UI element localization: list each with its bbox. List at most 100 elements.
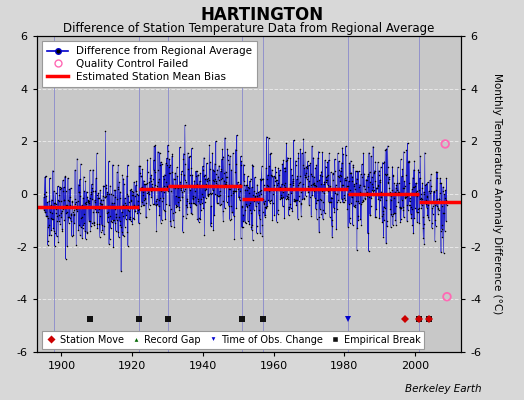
Point bbox=[201, 176, 210, 182]
Point bbox=[41, 208, 49, 215]
Point bbox=[330, 208, 339, 215]
Point bbox=[277, 194, 285, 200]
Point bbox=[231, 169, 239, 176]
Point bbox=[256, 188, 264, 194]
Point bbox=[45, 232, 53, 238]
Point bbox=[87, 223, 95, 230]
Point bbox=[216, 202, 224, 209]
Point bbox=[237, 235, 245, 242]
Point bbox=[343, 174, 352, 180]
Point bbox=[373, 184, 381, 191]
Point bbox=[264, 183, 272, 190]
Point bbox=[135, 220, 143, 226]
Point bbox=[78, 202, 86, 208]
Point bbox=[342, 143, 350, 150]
Point bbox=[297, 189, 305, 196]
Point bbox=[234, 194, 243, 201]
Point bbox=[141, 181, 150, 187]
Point bbox=[83, 198, 92, 204]
Point bbox=[274, 165, 282, 171]
Point bbox=[82, 200, 90, 207]
Point bbox=[355, 184, 364, 190]
Point bbox=[262, 165, 270, 171]
Point bbox=[103, 210, 111, 216]
Point bbox=[237, 158, 246, 165]
Point bbox=[416, 205, 424, 211]
Point bbox=[333, 150, 342, 156]
Point bbox=[342, 152, 350, 158]
Point bbox=[319, 186, 328, 193]
Point bbox=[288, 186, 296, 193]
Point bbox=[235, 197, 244, 203]
Point bbox=[383, 223, 391, 230]
Point bbox=[395, 190, 403, 196]
Point bbox=[388, 187, 396, 194]
Point bbox=[156, 195, 165, 201]
Point bbox=[274, 207, 282, 213]
Point bbox=[67, 218, 75, 224]
Point bbox=[127, 188, 136, 194]
Point bbox=[52, 206, 60, 213]
Point bbox=[85, 199, 93, 206]
Point bbox=[281, 168, 289, 174]
Point bbox=[416, 196, 424, 202]
Point bbox=[139, 192, 147, 198]
Point bbox=[261, 205, 270, 211]
Point bbox=[400, 185, 408, 191]
Point bbox=[168, 153, 176, 160]
Point bbox=[83, 228, 91, 235]
Point bbox=[201, 172, 209, 178]
Point bbox=[111, 220, 119, 226]
Point bbox=[395, 190, 403, 196]
Point bbox=[269, 187, 278, 194]
Point bbox=[345, 160, 353, 166]
Point bbox=[198, 190, 206, 197]
Point bbox=[357, 199, 366, 206]
Point bbox=[89, 188, 97, 194]
Point bbox=[342, 185, 351, 191]
Point bbox=[328, 234, 336, 240]
Point bbox=[81, 178, 90, 184]
Point bbox=[398, 173, 406, 180]
Point bbox=[390, 210, 399, 216]
Point bbox=[207, 203, 215, 209]
Point bbox=[263, 134, 271, 140]
Point bbox=[104, 214, 112, 220]
Point bbox=[267, 173, 276, 180]
Point bbox=[330, 205, 338, 211]
Point bbox=[71, 196, 79, 202]
Point bbox=[388, 212, 396, 219]
Point bbox=[148, 184, 157, 190]
Point bbox=[414, 166, 422, 173]
Point bbox=[422, 204, 431, 211]
Point bbox=[134, 202, 143, 208]
Point bbox=[151, 202, 160, 208]
Point bbox=[328, 194, 336, 201]
Point bbox=[387, 210, 396, 217]
Point bbox=[90, 222, 98, 228]
Point bbox=[202, 160, 211, 166]
Point bbox=[159, 194, 167, 201]
Point bbox=[331, 190, 340, 196]
Point bbox=[204, 192, 212, 199]
Point bbox=[334, 174, 343, 181]
Point bbox=[242, 220, 250, 227]
Point bbox=[417, 191, 425, 197]
Point bbox=[239, 178, 248, 184]
Point bbox=[89, 166, 97, 173]
Point bbox=[170, 224, 178, 230]
Point bbox=[93, 225, 102, 232]
Point bbox=[139, 197, 148, 203]
Point bbox=[78, 214, 86, 220]
Point bbox=[209, 226, 217, 233]
Point bbox=[366, 211, 374, 218]
Point bbox=[54, 198, 63, 204]
Point bbox=[72, 204, 81, 211]
Point bbox=[302, 176, 311, 182]
Point bbox=[119, 232, 128, 239]
Point bbox=[343, 183, 351, 190]
Point bbox=[94, 194, 102, 201]
Point bbox=[321, 157, 329, 164]
Point bbox=[293, 173, 301, 180]
Point bbox=[372, 214, 380, 220]
